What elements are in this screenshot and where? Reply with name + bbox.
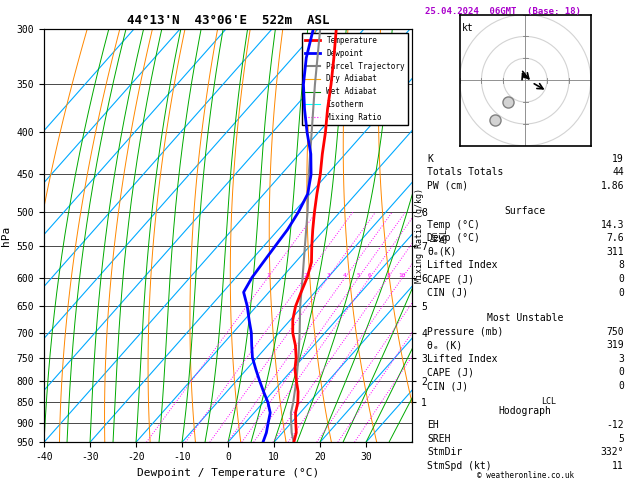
- Text: LCL: LCL: [541, 397, 556, 406]
- Text: 44: 44: [612, 167, 624, 177]
- Text: Totals Totals: Totals Totals: [427, 167, 503, 177]
- Text: 1.86: 1.86: [601, 181, 624, 191]
- Text: EH: EH: [427, 420, 439, 430]
- Text: 6: 6: [368, 273, 372, 278]
- Text: 332°: 332°: [601, 447, 624, 457]
- Text: 8: 8: [618, 260, 624, 271]
- Text: 4: 4: [343, 273, 347, 278]
- Text: θₑ(K): θₑ(K): [427, 247, 457, 257]
- Text: 5: 5: [618, 434, 624, 444]
- Text: CIN (J): CIN (J): [427, 288, 468, 298]
- Text: 25.04.2024  06GMT  (Base: 18): 25.04.2024 06GMT (Base: 18): [425, 7, 581, 17]
- Text: 0: 0: [618, 381, 624, 391]
- Text: 0: 0: [618, 367, 624, 378]
- Text: 0: 0: [618, 274, 624, 284]
- X-axis label: Dewpoint / Temperature (°C): Dewpoint / Temperature (°C): [137, 468, 319, 478]
- Text: CAPE (J): CAPE (J): [427, 367, 474, 378]
- Text: PW (cm): PW (cm): [427, 181, 468, 191]
- Text: -12: -12: [606, 420, 624, 430]
- Text: 10: 10: [399, 273, 406, 278]
- Text: Dewp (°C): Dewp (°C): [427, 233, 480, 243]
- Text: θₑ (K): θₑ (K): [427, 340, 462, 350]
- Text: Temp (°C): Temp (°C): [427, 220, 480, 230]
- Text: 750: 750: [606, 327, 624, 337]
- Y-axis label: km
ASL: km ASL: [430, 228, 449, 243]
- Text: kt: kt: [462, 23, 474, 34]
- Text: 7.6: 7.6: [606, 233, 624, 243]
- Text: 14.3: 14.3: [601, 220, 624, 230]
- Text: Surface: Surface: [504, 206, 546, 216]
- Text: © weatheronline.co.uk: © weatheronline.co.uk: [477, 471, 574, 480]
- Text: 11: 11: [612, 461, 624, 471]
- Text: 3: 3: [618, 354, 624, 364]
- Text: K: K: [427, 154, 433, 164]
- Text: 3: 3: [326, 273, 330, 278]
- Text: StmDir: StmDir: [427, 447, 462, 457]
- Title: 44°13'N  43°06'E  522m  ASL: 44°13'N 43°06'E 522m ASL: [127, 14, 329, 27]
- Text: Pressure (mb): Pressure (mb): [427, 327, 503, 337]
- Text: 5: 5: [357, 273, 360, 278]
- Text: 19: 19: [612, 154, 624, 164]
- Text: 0: 0: [618, 288, 624, 298]
- Text: Lifted Index: Lifted Index: [427, 260, 498, 271]
- Text: CIN (J): CIN (J): [427, 381, 468, 391]
- Text: 311: 311: [606, 247, 624, 257]
- Text: 1: 1: [266, 273, 270, 278]
- Text: Most Unstable: Most Unstable: [487, 313, 564, 323]
- Text: Mixing Ratio (g/kg): Mixing Ratio (g/kg): [415, 188, 424, 283]
- Text: 319: 319: [606, 340, 624, 350]
- Y-axis label: hPa: hPa: [1, 226, 11, 246]
- Text: CAPE (J): CAPE (J): [427, 274, 474, 284]
- Text: SREH: SREH: [427, 434, 450, 444]
- Text: Hodograph: Hodograph: [499, 406, 552, 417]
- Text: StmSpd (kt): StmSpd (kt): [427, 461, 492, 471]
- Legend: Temperature, Dewpoint, Parcel Trajectory, Dry Adiabat, Wet Adiabat, Isotherm, Mi: Temperature, Dewpoint, Parcel Trajectory…: [302, 33, 408, 125]
- Text: 8: 8: [386, 273, 390, 278]
- Text: Lifted Index: Lifted Index: [427, 354, 498, 364]
- Text: 2: 2: [303, 273, 307, 278]
